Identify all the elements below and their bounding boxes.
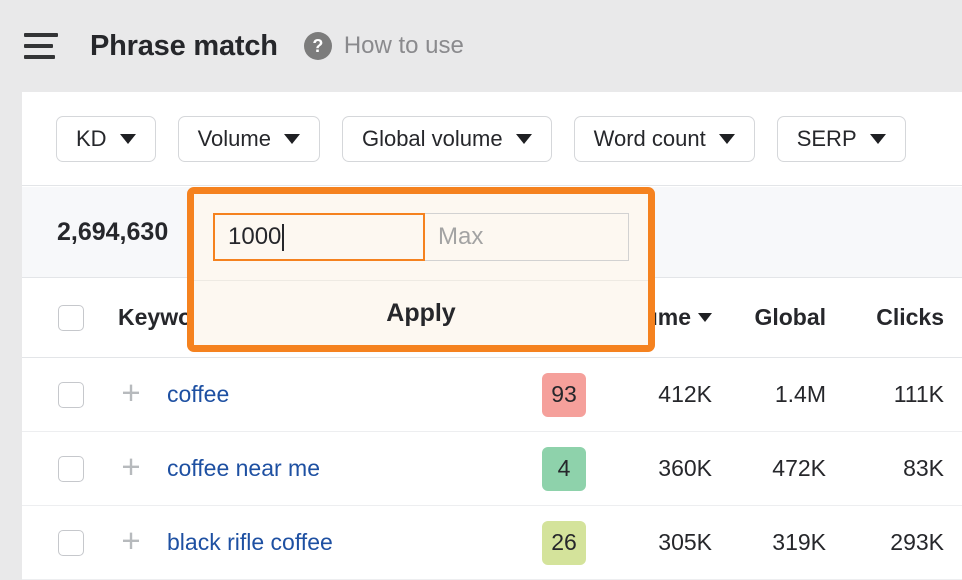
- filter-kd[interactable]: KD: [56, 115, 156, 162]
- volume-min-value: 1000: [228, 223, 282, 250]
- table-row: + black rifle coffee 26 305K 319K 293K: [22, 506, 962, 580]
- chevron-down-icon: [119, 133, 136, 144]
- volume-filter-dropdown: 1000 Max Apply: [194, 194, 648, 345]
- filter-volume-label: Volume: [197, 125, 271, 151]
- kd-cell: 26: [537, 520, 591, 565]
- volume-value: 412K: [658, 381, 712, 407]
- chevron-down-icon: [283, 133, 300, 144]
- keyword-link[interactable]: black rifle coffee: [167, 529, 333, 555]
- row-checkbox[interactable]: [58, 381, 84, 408]
- add-keyword-icon[interactable]: +: [121, 373, 141, 411]
- chevron-down-icon: [869, 133, 886, 144]
- global-volume-value: 1.4M: [774, 381, 826, 407]
- volume-max-placeholder: Max: [438, 223, 484, 250]
- clicks-value: 83K: [903, 455, 944, 481]
- column-header-clicks[interactable]: Clicks: [876, 304, 944, 330]
- how-to-use-label: How to use: [343, 32, 464, 59]
- row-checkbox[interactable]: [58, 529, 84, 556]
- add-keyword-icon[interactable]: +: [121, 447, 141, 485]
- kd-cell: 4: [537, 446, 591, 491]
- filter-global-volume-label: Global volume: [361, 125, 503, 151]
- how-to-use-link[interactable]: ? How to use: [303, 32, 464, 60]
- keyword-link[interactable]: coffee near me: [167, 455, 321, 481]
- hamburger-icon[interactable]: [24, 33, 58, 59]
- chevron-down-icon: [718, 133, 735, 144]
- clicks-value: 111K: [893, 381, 944, 407]
- volume-max-input[interactable]: Max: [425, 213, 629, 261]
- results-count: 2,694,630: [57, 217, 169, 246]
- volume-min-input[interactable]: 1000: [213, 213, 425, 261]
- keywords-table: Keyword Volume Global Clicks + coffee 93…: [22, 278, 962, 580]
- text-cursor: [282, 223, 285, 251]
- volume-range-row: 1000 Max: [194, 194, 648, 281]
- kd-badge: 93: [542, 372, 586, 417]
- page-header: Phrase match ? How to use: [0, 0, 962, 92]
- volume-value: 305K: [658, 529, 712, 555]
- global-volume-value: 472K: [772, 455, 826, 481]
- apply-button-label: Apply: [386, 298, 456, 327]
- sort-descending-icon: [698, 313, 712, 322]
- column-header-global[interactable]: Global: [754, 304, 826, 330]
- keyword-link[interactable]: coffee: [167, 381, 230, 407]
- filter-serp-label: SERP: [796, 125, 857, 151]
- add-keyword-icon[interactable]: +: [121, 521, 141, 559]
- table-row: + coffee near me 4 360K 472K 83K: [22, 432, 962, 506]
- table-row: + coffee 93 412K 1.4M 111K: [22, 358, 962, 432]
- kd-badge: 4: [542, 446, 586, 491]
- question-mark-icon: ?: [303, 32, 332, 60]
- kd-cell: 93: [537, 372, 591, 417]
- filter-bar: KD Volume Global volume Word count SERP: [22, 92, 962, 186]
- filter-global-volume[interactable]: Global volume: [341, 115, 552, 162]
- chevron-down-icon: [515, 133, 532, 144]
- filter-kd-label: KD: [76, 125, 107, 151]
- volume-value: 360K: [658, 455, 712, 481]
- clicks-value: 293K: [890, 529, 944, 555]
- global-volume-value: 319K: [772, 529, 826, 555]
- kd-badge: 26: [542, 520, 586, 565]
- filter-word-count-label: Word count: [593, 125, 706, 151]
- apply-button[interactable]: Apply: [194, 281, 648, 345]
- left-gutter: [0, 92, 22, 580]
- page-title: Phrase match: [90, 29, 278, 62]
- filter-serp[interactable]: SERP: [776, 115, 906, 162]
- select-all-checkbox[interactable]: [58, 304, 84, 331]
- row-checkbox[interactable]: [58, 455, 84, 482]
- filter-volume[interactable]: Volume: [177, 115, 320, 162]
- filter-word-count[interactable]: Word count: [573, 115, 755, 162]
